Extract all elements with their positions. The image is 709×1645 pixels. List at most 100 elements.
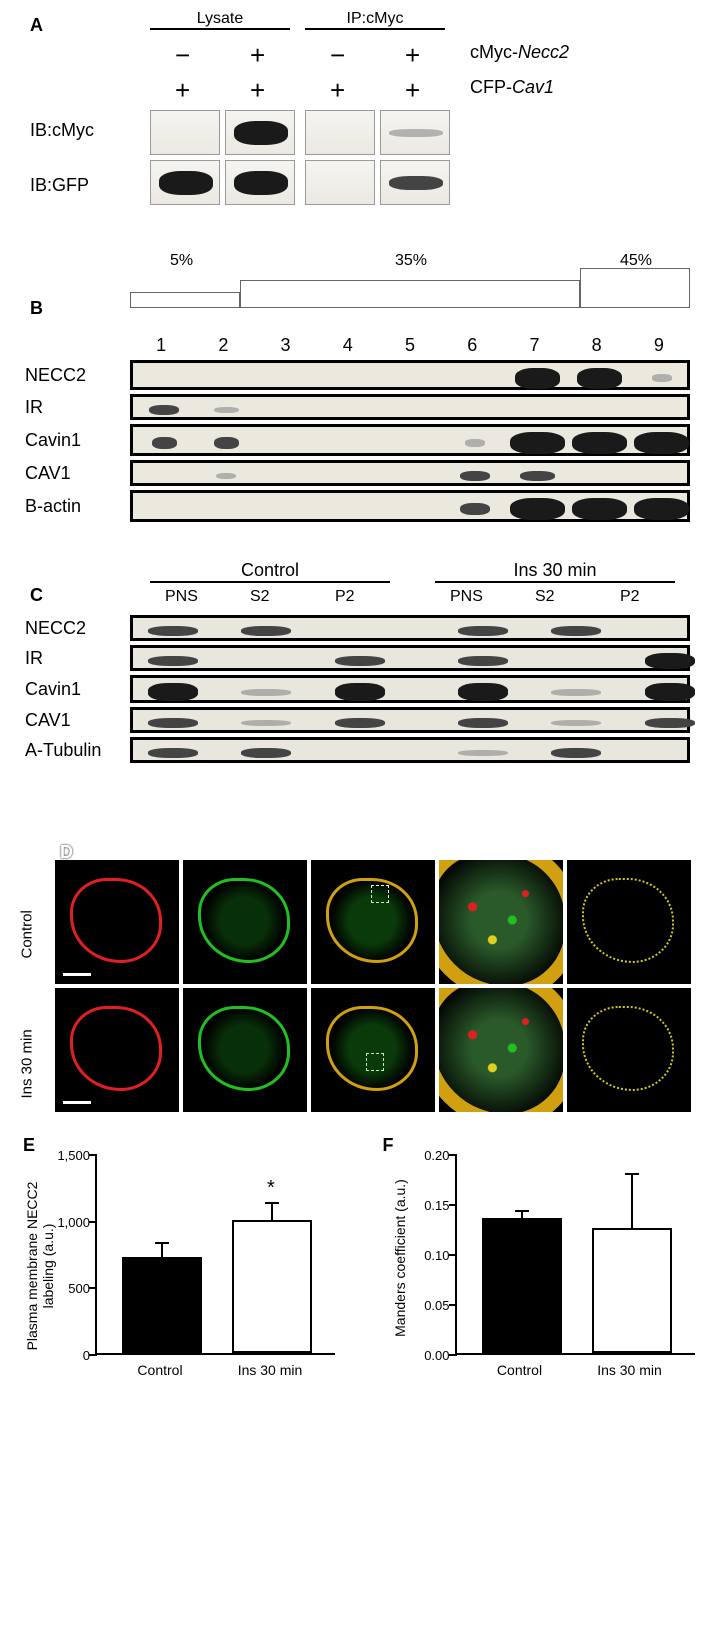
y-tick bbox=[449, 1204, 457, 1206]
panel-f-chart: F 0.000.050.100.150.20Manders coefficien… bbox=[375, 1140, 695, 1400]
protein-label: A-Tubulin bbox=[25, 740, 101, 761]
panel-a-group-lysate: Lysate bbox=[150, 10, 290, 30]
band bbox=[645, 718, 695, 728]
sign: + bbox=[250, 75, 265, 106]
western-blot bbox=[130, 737, 690, 763]
x-category-label: Ins 30 min bbox=[590, 1362, 670, 1378]
band bbox=[241, 626, 291, 636]
band bbox=[389, 176, 443, 190]
y-tick bbox=[449, 1304, 457, 1306]
band bbox=[234, 171, 288, 195]
western-blot bbox=[130, 490, 690, 522]
micrograph bbox=[183, 860, 307, 984]
protein-label: Cavin1 bbox=[25, 430, 81, 451]
band bbox=[520, 471, 555, 481]
band bbox=[214, 437, 239, 450]
band bbox=[515, 368, 560, 389]
cell-outline bbox=[326, 1006, 418, 1091]
sign: − bbox=[175, 40, 190, 71]
protein-label: NECC2 bbox=[25, 365, 86, 386]
sign: + bbox=[175, 75, 190, 106]
protein-label: B-actin bbox=[25, 496, 81, 517]
band bbox=[241, 720, 291, 727]
y-tick-label: 0.20 bbox=[410, 1148, 450, 1163]
protein-label: IR bbox=[25, 648, 43, 669]
band bbox=[241, 748, 291, 758]
fraction-label: PNS bbox=[450, 588, 483, 606]
y-tick-label: 1,000 bbox=[50, 1215, 90, 1230]
y-tick bbox=[89, 1354, 97, 1356]
lane-number: 4 bbox=[343, 335, 353, 356]
band bbox=[214, 407, 239, 414]
protein-label: Cavin1 bbox=[25, 679, 81, 700]
error-bar bbox=[271, 1202, 273, 1219]
y-tick bbox=[89, 1221, 97, 1223]
micrograph-column-header: Zoom bbox=[439, 842, 563, 859]
gradient-step bbox=[240, 280, 580, 308]
micrograph-column-header: IR bbox=[183, 842, 307, 859]
band bbox=[241, 689, 291, 696]
y-tick-label: 1,500 bbox=[50, 1148, 90, 1163]
band bbox=[458, 718, 508, 728]
band bbox=[335, 656, 385, 666]
western-blot bbox=[130, 394, 690, 420]
sign: + bbox=[405, 75, 420, 106]
band bbox=[551, 720, 601, 727]
micrograph bbox=[55, 988, 179, 1112]
label-necc2: cMyc-Necc2 bbox=[470, 42, 569, 63]
fraction-label: P2 bbox=[620, 588, 640, 606]
western-blot bbox=[130, 645, 690, 671]
protein-label: CAV1 bbox=[25, 710, 71, 731]
band bbox=[577, 368, 622, 389]
cell-outline bbox=[582, 878, 674, 963]
band bbox=[458, 683, 508, 701]
micrograph bbox=[439, 860, 563, 984]
band bbox=[148, 656, 198, 666]
micrograph bbox=[311, 988, 435, 1112]
blot-lane bbox=[380, 110, 450, 155]
cell-outline bbox=[70, 1006, 162, 1091]
band bbox=[510, 432, 565, 454]
western-blot bbox=[130, 675, 690, 703]
band bbox=[234, 121, 288, 145]
band bbox=[465, 439, 485, 447]
micrograph bbox=[55, 860, 179, 984]
d-row-control: Control bbox=[19, 899, 36, 959]
scientific-figure: A Lysate IP:cMyc − + − + cMyc-Necc2 + + … bbox=[0, 0, 709, 1410]
band bbox=[335, 683, 385, 701]
lane-number: 2 bbox=[218, 335, 228, 356]
band bbox=[634, 498, 689, 520]
western-blot bbox=[130, 360, 690, 390]
error-bar bbox=[521, 1210, 523, 1218]
panel-d-label: D bbox=[60, 842, 73, 863]
panel-c: C Control Ins 30 min PNSS2P2PNSS2P2 NECC… bbox=[15, 560, 694, 820]
y-axis-label: Manders coefficient (a.u.) bbox=[392, 1158, 408, 1358]
protein-label: NECC2 bbox=[25, 618, 86, 639]
y-tick bbox=[89, 1287, 97, 1289]
band bbox=[460, 503, 490, 516]
lane-number: 5 bbox=[405, 335, 415, 356]
fraction-label: S2 bbox=[250, 588, 270, 606]
charts-row: E *05001,0001,500Plasma membrane NECC2 l… bbox=[15, 1140, 694, 1400]
gradient-step bbox=[130, 292, 240, 308]
c-group-ins: Ins 30 min bbox=[435, 560, 675, 583]
micrograph bbox=[567, 988, 691, 1112]
y-tick-label: 0.15 bbox=[410, 1198, 450, 1213]
western-blot bbox=[130, 460, 690, 486]
fraction-label: S2 bbox=[535, 588, 555, 606]
band bbox=[458, 626, 508, 636]
band bbox=[551, 689, 601, 696]
y-tick bbox=[449, 1354, 457, 1356]
y-tick bbox=[449, 1154, 457, 1156]
micrograph-column-header: Mask bbox=[567, 842, 691, 859]
band bbox=[148, 683, 198, 701]
blot-lane bbox=[305, 160, 375, 205]
chart-plot-area bbox=[455, 1155, 695, 1355]
y-tick-label: 0 bbox=[50, 1348, 90, 1363]
panel-a: A Lysate IP:cMyc − + − + cMyc-Necc2 + + … bbox=[15, 10, 694, 230]
ib-gfp-label: IB:GFP bbox=[30, 175, 89, 196]
band bbox=[152, 437, 177, 450]
ib-cmyc-label: IB:cMyc bbox=[30, 120, 94, 141]
x-category-label: Control bbox=[120, 1362, 200, 1378]
gradient-percent: 5% bbox=[170, 252, 193, 270]
